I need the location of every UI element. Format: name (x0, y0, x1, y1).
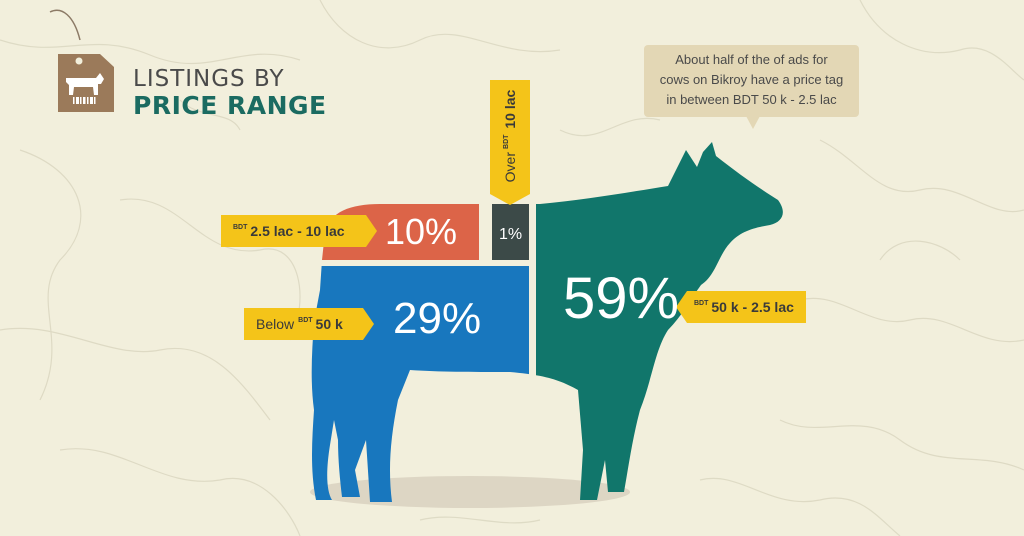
label-amount: 2.5 lac - 10 lac (250, 223, 345, 239)
title-line-2: PRICE RANGE (133, 91, 327, 120)
label-tag-50k-2-5lac: BDT 50 k - 2.5 lac (676, 291, 806, 323)
title-line-1: LISTINGS BY (133, 66, 285, 92)
data-label-1: 1% (499, 226, 523, 243)
callout-box: About half of the of ads for cows on Bik… (644, 45, 859, 117)
label-currency: BDT (233, 223, 248, 231)
label-currency: BDT (502, 134, 510, 149)
label-tag-2-5lac-10lac: BDT 2.5 lac - 10 lac (221, 215, 377, 247)
label-prefix: Over (502, 151, 518, 183)
label-tag-over-10lac (490, 80, 530, 205)
callout-line-3: in between BDT 50 k - 2.5 lac (666, 92, 837, 107)
label-currency: BDT (694, 299, 709, 307)
label-prefix: Below (256, 316, 295, 332)
data-label-10: 10% (385, 211, 458, 252)
data-label-59: 59% (563, 266, 680, 331)
label-over-10lac: Over BDT 10 lac (502, 90, 518, 183)
callout-tail (746, 116, 760, 129)
label-amount: 50 k - 2.5 lac (711, 299, 794, 315)
label-amount: 10 lac (502, 89, 518, 129)
price-tag-cow-icon (49, 9, 114, 112)
callout-line-1: About half of the of ads for (675, 52, 828, 67)
label-currency: BDT (298, 316, 313, 324)
label-amount: 50 k (315, 316, 343, 332)
callout-line-2: cows on Bikroy have a price tag (659, 72, 844, 87)
label-tag-below-50k: Below BDT 50 k (244, 308, 374, 340)
data-label-29: 29% (393, 294, 482, 343)
